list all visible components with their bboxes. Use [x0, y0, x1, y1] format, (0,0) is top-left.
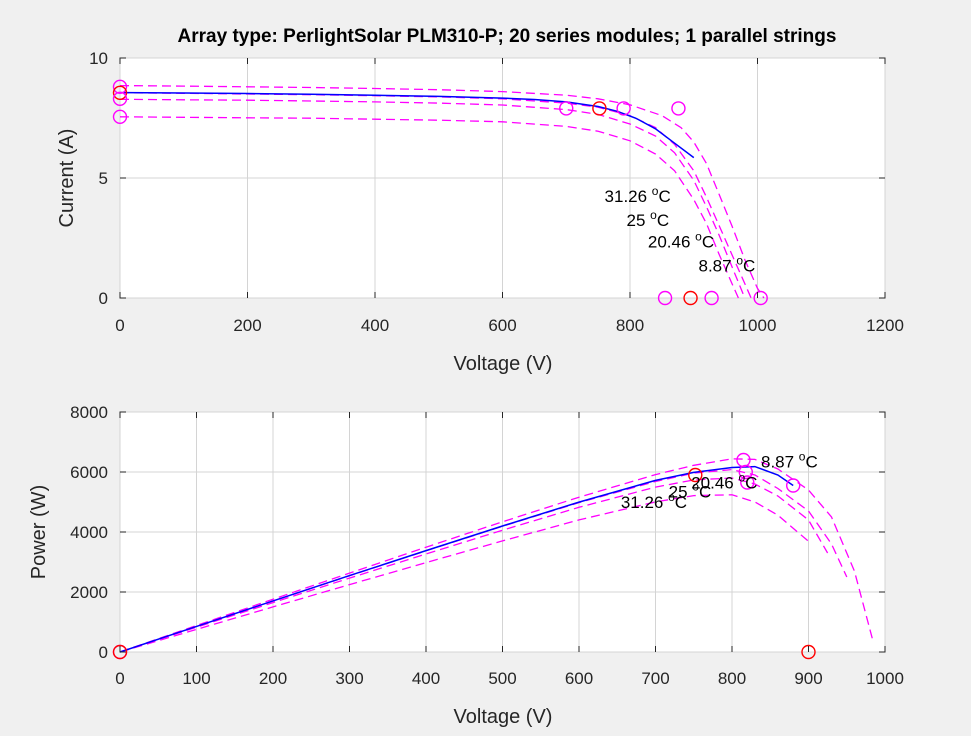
bottom-y-tick-label: 4000	[70, 523, 108, 542]
top-temperature-label: 31.26 oC	[605, 184, 671, 206]
top-x-tick-label: 200	[233, 316, 261, 335]
top-data-marker	[671, 101, 686, 116]
top-data-marker	[112, 109, 128, 125]
bottom-x-tick-label: 200	[259, 669, 287, 688]
top-x-tick-label: 1000	[739, 316, 777, 335]
top-x-tick-label: 400	[361, 316, 389, 335]
bottom-x-tick-label: 1000	[866, 669, 904, 688]
top-temperature-curve	[119, 84, 765, 299]
bottom-x-tick-label: 500	[488, 669, 516, 688]
top-data-marker	[112, 79, 128, 95]
bottom-data-marker	[688, 467, 703, 483]
bottom-temperature-curve	[119, 477, 829, 653]
top-temperature-label: 20.46 oC	[648, 230, 714, 252]
bottom-temperature-curve	[119, 494, 809, 653]
top-data-marker	[683, 290, 698, 306]
bottom-y-tick-label: 6000	[70, 463, 108, 482]
top-data-marker	[657, 290, 673, 306]
top-x-axis-label: Voltage (V)	[454, 353, 553, 375]
top-y-tick-label: 5	[99, 169, 108, 188]
top-y-tick-label: 0	[99, 289, 108, 308]
top-y-tick-label: 10	[89, 49, 108, 68]
bottom-temperature-label: 8.87 oC	[761, 450, 818, 472]
chart-title: Array type: PerlightSolar PLM310-P; 20 s…	[178, 26, 837, 47]
top-markers	[112, 79, 768, 306]
bottom-x-tick-label: 700	[641, 669, 669, 688]
top-x-tick-label: 800	[616, 316, 644, 335]
top-data-marker	[112, 85, 128, 101]
top-x-tick-label: 600	[488, 316, 516, 335]
top-data-marker	[592, 101, 607, 116]
top-data-marker	[704, 290, 719, 306]
bottom-temperature-label: 31.26 oC	[621, 490, 687, 512]
top-temperature-curve	[119, 92, 752, 299]
top-y-axis-label: Current (A)	[56, 129, 78, 228]
bottom-data-marker	[786, 478, 801, 493]
top-ticks: 0 200 400 600 800 1000 1200 0 5 10	[89, 49, 904, 335]
bottom-x-tick-label: 100	[182, 669, 210, 688]
bottom-y-tick-label: 8000	[70, 403, 108, 422]
top-data-marker	[112, 91, 128, 107]
bottom-x-tick-label: 300	[335, 669, 363, 688]
top-temperature-label: 8.87 oC	[699, 254, 756, 276]
bottom-x-tick-label: 400	[412, 669, 440, 688]
bottom-markers	[112, 452, 816, 660]
bottom-temperature-curve	[119, 458, 875, 653]
bottom-data-marker	[801, 644, 816, 660]
bottom-y-tick-label: 2000	[70, 583, 108, 602]
top-model-curve	[119, 91, 695, 159]
top-data-marker	[616, 101, 631, 116]
bottom-data-marker	[112, 644, 128, 660]
top-temperature-curve	[119, 116, 739, 299]
bottom-data-marker	[738, 464, 753, 480]
bottom-y-axis-label: Power (W)	[28, 485, 50, 579]
bottom-x-tick-label: 800	[718, 669, 746, 688]
bottom-ticks: 0 100 200 300 400 500 600 700 800 900 1000 0 2000 400…	[70, 403, 904, 688]
bottom-model-curve	[119, 465, 794, 653]
bottom-grid	[119, 411, 886, 653]
top-data-marker	[753, 290, 768, 306]
bottom-x-tick-label: 600	[565, 669, 593, 688]
top-x-tick-label: 1200	[866, 316, 904, 335]
bottom-data-marker	[740, 475, 755, 490]
top-temperature-label: 25 oC	[627, 208, 670, 230]
bottom-x-tick-label: 0	[115, 669, 124, 688]
top-data-marker	[559, 101, 574, 116]
bottom-x-tick-label: 900	[794, 669, 822, 688]
bottom-temperature-label: 25 oC	[669, 480, 712, 502]
bottom-y-tick-label: 0	[99, 643, 108, 662]
bottom-x-axis-label: Voltage (V)	[454, 706, 553, 728]
bottom-temperature-label: 20.46 oC	[691, 471, 757, 493]
bottom-series	[119, 458, 875, 653]
top-x-tick-label: 0	[115, 316, 124, 335]
